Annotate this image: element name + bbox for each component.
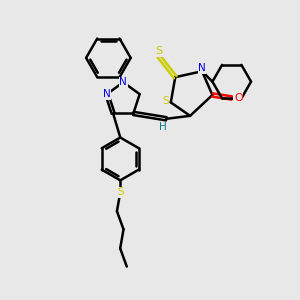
Text: N: N bbox=[119, 77, 127, 87]
Text: S: S bbox=[117, 187, 124, 197]
Text: S: S bbox=[155, 46, 163, 56]
Text: N: N bbox=[198, 63, 206, 73]
Text: O: O bbox=[234, 93, 243, 103]
Text: H: H bbox=[160, 122, 167, 132]
Text: N: N bbox=[103, 89, 111, 99]
Text: S: S bbox=[162, 96, 169, 106]
